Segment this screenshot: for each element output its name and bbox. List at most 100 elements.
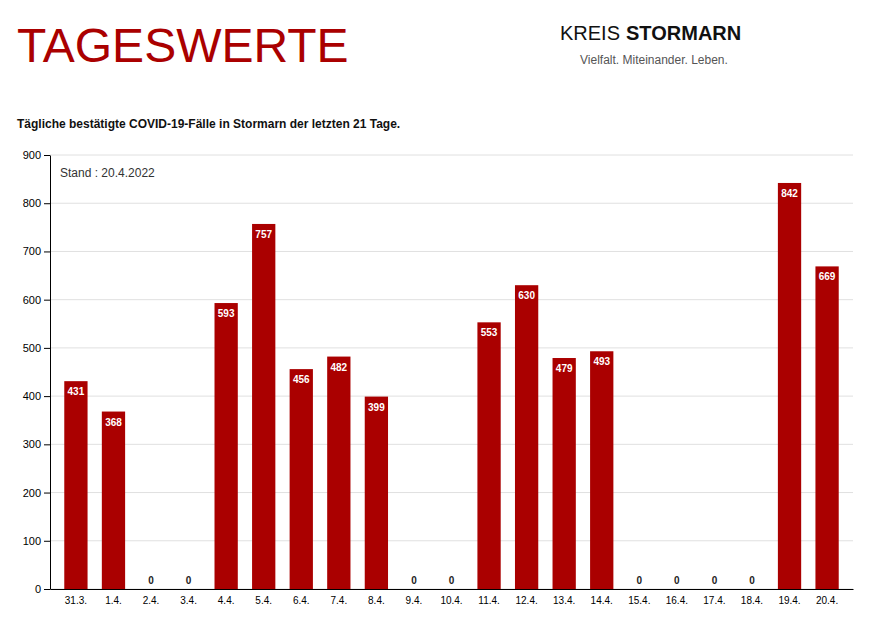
data-label: 399 [368,402,385,413]
bar [327,357,350,589]
tick-label: 14.4. [591,595,613,606]
tick: 9.4. [406,589,423,606]
tick: 300 [23,438,50,450]
y-axis: 0 100 200 300 400 500 600 700 800 900 [23,149,51,595]
grid-line [50,444,853,445]
bar [440,589,463,590]
bar [778,183,801,589]
data-label: 0 [674,575,680,586]
tick: 3.4. [180,589,197,606]
tick: 16.4. [666,589,688,606]
data-label: 0 [749,575,755,586]
tick: 12.4. [515,589,537,606]
tick-label: 2.4. [143,595,160,606]
tick: 31.3. [65,589,87,606]
tick: 0 [35,583,50,595]
grid-line [50,492,853,493]
tick-label: 200 [23,487,41,499]
axis-line [50,156,51,590]
bar [252,224,275,589]
tick-mark [44,541,50,542]
data-label: 482 [330,362,347,373]
tick-label: 4.4. [218,595,235,606]
grid [50,155,853,589]
tick-mark [44,589,50,590]
tick-label: 13.4. [553,595,575,606]
tick: 17.4. [703,589,725,606]
chart: TAGESWERTETägliche bestätigte COVID-19-F… [0,0,873,629]
data-label: 553 [481,327,498,338]
tick-mark [44,396,50,397]
tick: 900 [23,149,50,161]
tick: 19.4. [778,589,800,606]
tick-mark [44,348,50,349]
grid-line [50,155,853,156]
bar [290,369,313,589]
tick-label: 19.4. [778,595,800,606]
data-label: 0 [411,575,417,586]
tick-label: 18.4. [741,595,763,606]
tick-label: 15.4. [628,595,650,606]
tick: 500 [23,342,50,354]
tick-mark [44,493,50,494]
bar [139,589,162,590]
tick-mark [44,444,50,445]
tick-label: 16.4. [666,595,688,606]
x-axis: 31.3. 1.4. 2.4. 3.4. 4.4. 5.4. 6.4. 7.4. 8.4. 9.4… [51,589,854,606]
tick: 200 [23,487,50,499]
data-label: 0 [449,575,455,586]
bar [215,303,238,589]
tick-mark [44,300,50,301]
tick-label: 1.4. [105,595,122,606]
grid-line [50,347,853,348]
bar [590,351,613,589]
data-label: 431 [68,386,85,397]
data-label: 0 [637,575,643,586]
tick: 6.4. [293,589,310,606]
tick-label: 7.4. [330,595,347,606]
tick-label: 5.4. [255,595,272,606]
data-label: 669 [819,271,836,282]
tick: 14.4. [591,589,613,606]
tick: 11.4. [478,589,500,606]
bar [515,285,538,589]
tick: 100 [23,535,50,547]
logo-text: STORMARN [626,22,741,44]
tick-label: 6.4. [293,595,310,606]
axis-line [51,589,854,590]
tick-label: 3.4. [180,595,197,606]
tick-label: 600 [23,294,41,306]
logo-text: KREIS [560,22,620,44]
data-label: 593 [218,308,235,319]
bar [402,589,425,590]
bar [553,358,576,589]
data-label: 842 [781,188,798,199]
data-label: 0 [186,575,192,586]
tick-label: 400 [23,390,41,402]
tick-label: 31.3. [65,595,87,606]
tick: 400 [23,390,50,402]
bar [102,412,125,589]
grid-line [50,540,853,541]
bar [703,589,726,590]
tick-label: 11.4. [478,595,500,606]
data-label: 456 [293,374,310,385]
tick: 5.4. [255,589,272,606]
data-label: 630 [518,290,535,301]
bar [665,589,688,590]
tick-label: 12.4. [515,595,537,606]
tick-label: 20.4. [816,595,838,606]
tick-mark [44,155,50,156]
tick-label: 17.4. [703,595,725,606]
tick-label: 800 [23,197,41,209]
tick: 4.4. [218,589,235,606]
tick: 8.4. [368,589,385,606]
plot-area: 0 100 200 300 400 500 600 700 800 900 31.3. 1.4. 2.4… [23,149,854,606]
grid-line [50,203,853,204]
data-label: 0 [148,575,154,586]
data-label: 368 [105,417,122,428]
bar [628,589,651,590]
tick-label: 700 [23,245,41,257]
tick: 700 [23,245,50,257]
tick-label: 8.4. [368,595,385,606]
